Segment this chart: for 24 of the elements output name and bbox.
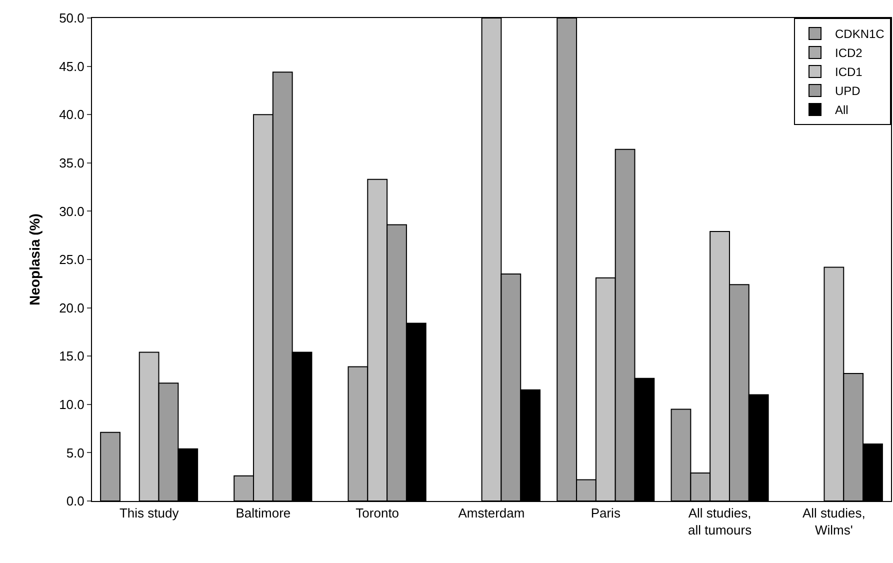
y-tick-label: 0.0 [66, 494, 84, 509]
y-tick-label: 15.0 [59, 348, 84, 364]
x-tick-label: Amsterdam [458, 506, 525, 521]
legend-label: All [835, 103, 848, 118]
x-tick-label: Baltimore [236, 506, 291, 521]
x-tick-label: This study [119, 506, 180, 521]
x-tick-label: Toronto [356, 506, 400, 521]
x-tick-label: All studies, Wilms' [802, 506, 866, 538]
y-tick-label: 20.0 [59, 300, 84, 316]
x-tick-label: Paris [590, 506, 621, 521]
y-tick-label: 40.0 [59, 107, 84, 122]
y-tick-label: 45.0 [59, 58, 84, 74]
y-tick-label: 30.0 [59, 204, 84, 219]
legend-label: ICD1 [835, 65, 863, 80]
y-axis-title: Neoplasia (%) [26, 214, 43, 306]
y-tick-label: 25.0 [59, 252, 84, 268]
legend-label: CDKN1C [835, 27, 885, 42]
y-tick-label: 50.0 [59, 10, 84, 26]
x-tick-label: All studies, all tumours [688, 506, 752, 538]
y-tick-label: 5.0 [66, 445, 84, 460]
legend-label: UPD [835, 84, 861, 98]
y-tick-label: 35.0 [59, 155, 84, 170]
legend-label: ICD2 [835, 46, 863, 60]
y-tick-label: 10.0 [59, 396, 84, 412]
